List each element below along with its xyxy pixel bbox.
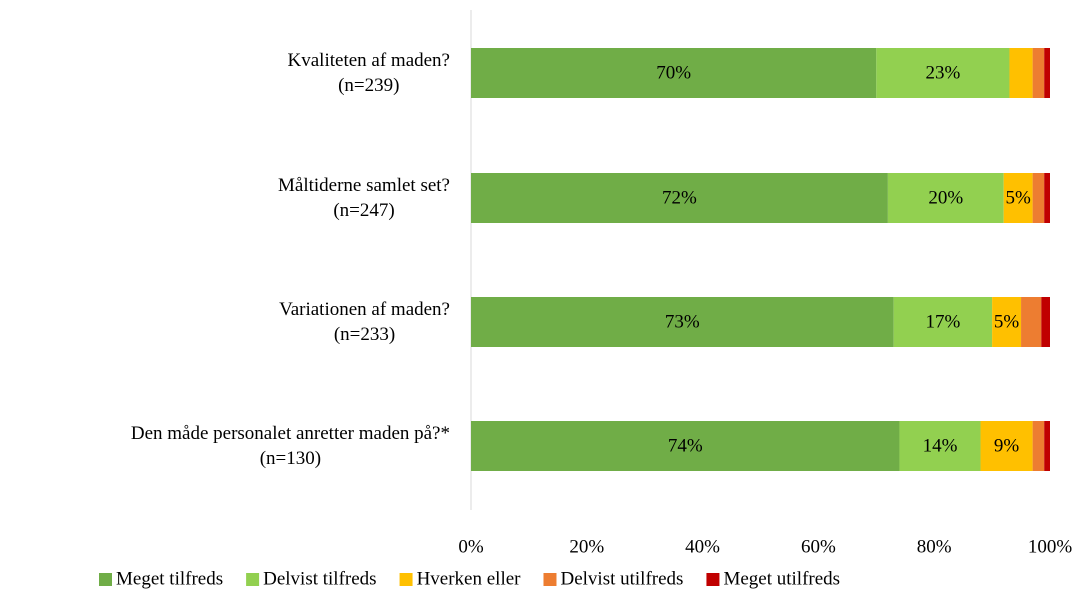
x-tick-label: 100% xyxy=(1028,536,1073,557)
bar-segment xyxy=(471,297,894,347)
bar-segment xyxy=(1032,48,1045,98)
data-label: 9% xyxy=(994,435,1020,456)
bar-segment xyxy=(471,173,888,223)
legend-swatch xyxy=(706,573,720,586)
bar-segment xyxy=(980,421,1033,471)
x-tick-label: 40% xyxy=(685,536,720,557)
x-tick-label: 80% xyxy=(917,536,952,557)
legend-swatch xyxy=(399,573,413,586)
x-tick-label: 0% xyxy=(458,536,484,557)
x-tick-label: 60% xyxy=(801,536,836,557)
legend-label: Meget utilfreds xyxy=(723,568,840,589)
bar-segment xyxy=(992,297,1022,347)
bar-segment xyxy=(1044,173,1050,223)
bar-segment xyxy=(1041,297,1050,347)
data-label: 23% xyxy=(925,62,960,83)
x-tick-label: 20% xyxy=(569,536,604,557)
bar-segment xyxy=(471,48,877,98)
data-label: 72% xyxy=(662,187,697,208)
y-tick-label: Måltiderne samlet set? (n=247) xyxy=(278,175,450,221)
bar-segment xyxy=(876,48,1010,98)
y-tick-label: Variationen af maden? (n=233) xyxy=(279,299,450,345)
data-label: 14% xyxy=(923,435,958,456)
bar-segment xyxy=(1003,173,1033,223)
data-label: 17% xyxy=(925,311,960,332)
data-label: 70% xyxy=(656,62,691,83)
legend-swatch xyxy=(543,573,557,586)
data-label: 73% xyxy=(665,311,700,332)
legend-swatch xyxy=(246,573,260,586)
legend-label: Delvist utilfreds xyxy=(560,568,683,589)
data-label: 74% xyxy=(668,435,703,456)
y-tick-label: Kvaliteten af maden? (n=239) xyxy=(287,50,450,96)
legend-label: Delvist tilfreds xyxy=(263,568,376,589)
bar-segment xyxy=(893,297,993,347)
data-label: 20% xyxy=(928,187,963,208)
bar-segment xyxy=(887,173,1004,223)
data-label: 5% xyxy=(994,311,1020,332)
bar-segment xyxy=(1009,48,1033,98)
bar-segment xyxy=(1044,48,1050,98)
bar-segment xyxy=(1032,173,1045,223)
bar-segment xyxy=(899,421,981,471)
bar-segment xyxy=(1021,297,1042,347)
bar-segment xyxy=(1032,421,1045,471)
legend-label: Meget tilfreds xyxy=(116,568,223,589)
y-tick-label: Den måde personalet anretter maden på?* … xyxy=(130,423,450,469)
legend-swatch xyxy=(99,573,112,586)
bar-segment xyxy=(1044,421,1050,471)
legend-label: Hverken eller xyxy=(417,568,522,589)
bar-segment xyxy=(471,421,900,471)
data-label: 5% xyxy=(1005,187,1031,208)
